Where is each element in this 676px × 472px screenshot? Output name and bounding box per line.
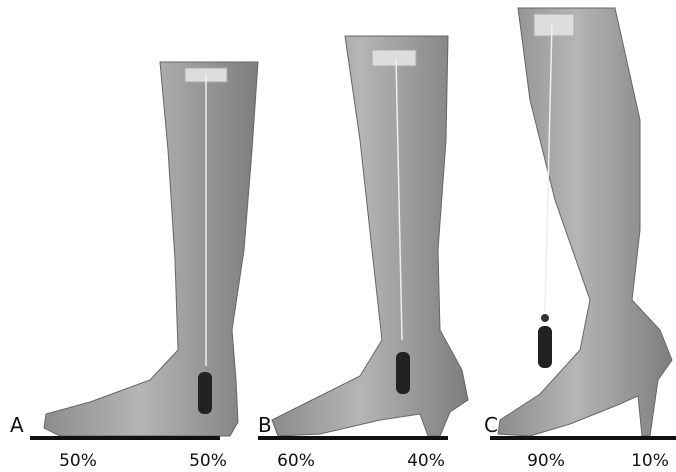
weight xyxy=(396,352,410,394)
leg xyxy=(272,36,468,436)
panel-label: C xyxy=(484,413,498,437)
panel-b xyxy=(258,36,468,440)
ground xyxy=(30,436,220,440)
panel-c xyxy=(490,8,676,440)
weight-share: 40% xyxy=(407,451,445,471)
swivel xyxy=(541,314,549,322)
figure: A B C 50% 50% 60% 40% 90% 10% xyxy=(0,0,676,472)
weight-share: 60% xyxy=(277,451,315,471)
panel-label: A xyxy=(10,413,24,437)
tape xyxy=(372,50,416,66)
tape xyxy=(534,14,574,36)
weight xyxy=(198,372,212,414)
weight xyxy=(538,326,552,368)
leg xyxy=(498,8,672,436)
weight-share: 50% xyxy=(189,451,227,471)
weight-share: 10% xyxy=(631,451,669,471)
panel-label: B xyxy=(258,413,272,437)
weight-share: 50% xyxy=(59,451,97,471)
ground xyxy=(490,436,676,440)
leg xyxy=(44,62,258,436)
panel-a xyxy=(30,62,258,440)
ground xyxy=(258,436,448,440)
weight-share: 90% xyxy=(527,451,565,471)
